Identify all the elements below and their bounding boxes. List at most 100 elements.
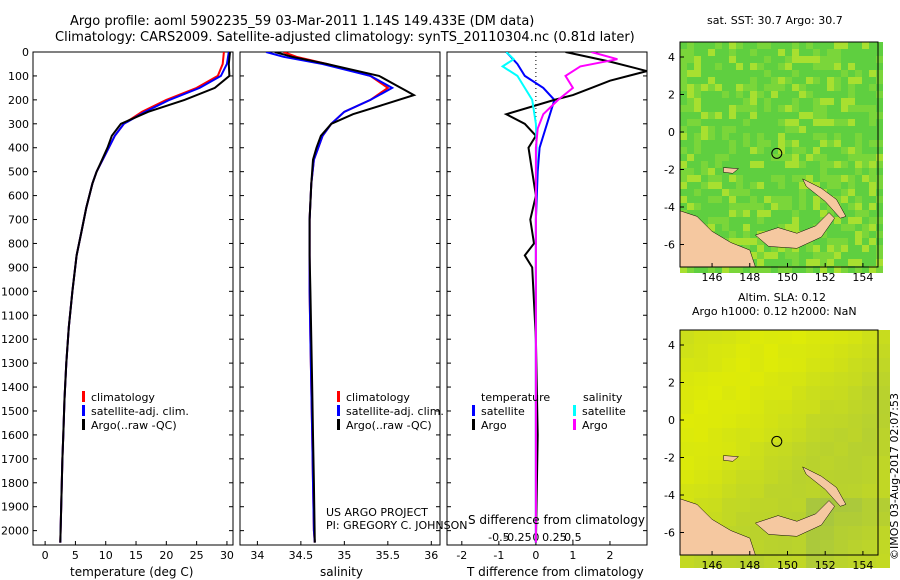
map-y-tick-label: 2 — [668, 377, 675, 390]
map-cell — [827, 154, 834, 161]
map-cell — [778, 372, 792, 386]
map-cell — [862, 112, 869, 119]
map-cell — [778, 554, 792, 568]
map-cell — [736, 498, 750, 512]
map-cell — [743, 203, 750, 210]
map-cell — [708, 456, 722, 470]
map-cell — [876, 238, 883, 245]
map-cell — [722, 56, 729, 63]
map-cell — [778, 540, 792, 554]
map-cell — [834, 161, 841, 168]
map-cell — [820, 344, 834, 358]
map-cell — [806, 358, 820, 372]
map-cell — [876, 175, 883, 182]
y-tick-label: 800 — [8, 237, 29, 250]
map-cell — [876, 512, 890, 526]
map-cell — [827, 259, 834, 266]
map-cell — [701, 63, 708, 70]
map-cell — [764, 245, 771, 252]
legend-label: satellite-adj. clim. — [91, 405, 189, 418]
map-cell — [848, 330, 862, 344]
legend-swatch-black — [337, 419, 340, 430]
map-cell — [708, 63, 715, 70]
map-cell — [806, 133, 813, 140]
map-cell — [820, 112, 827, 119]
map-cell — [750, 210, 757, 217]
map-cell — [694, 49, 701, 56]
land-manus — [723, 167, 740, 174]
map-cell — [841, 70, 848, 77]
map-cell — [778, 56, 785, 63]
map-cell — [813, 56, 820, 63]
map-cell — [729, 154, 736, 161]
map-x-tick-label: 152 — [815, 559, 836, 572]
map-cell — [771, 203, 778, 210]
map-cell — [799, 119, 806, 126]
map-cell — [757, 105, 764, 112]
map-cell — [841, 154, 848, 161]
map-cell — [729, 42, 736, 49]
map-cell — [799, 105, 806, 112]
map-cell — [848, 344, 862, 358]
map-cell — [715, 231, 722, 238]
map-cell — [785, 168, 792, 175]
map-cell — [834, 84, 841, 91]
map-cell — [869, 224, 876, 231]
map-cell — [876, 456, 890, 470]
map-cell — [680, 70, 687, 77]
map-cell — [848, 428, 862, 442]
map-cell — [862, 344, 876, 358]
x-tick-label: 30 — [220, 549, 234, 562]
map-cell — [687, 154, 694, 161]
map-cell — [764, 344, 778, 358]
map-cell — [792, 217, 799, 224]
map-cell — [750, 42, 757, 49]
map-cell — [680, 189, 687, 196]
map-cell — [771, 49, 778, 56]
map-cell — [757, 182, 764, 189]
map-cell — [820, 133, 827, 140]
map-cell — [848, 217, 855, 224]
map-cell — [792, 42, 799, 49]
map-cell — [715, 189, 722, 196]
map-cell — [680, 182, 687, 189]
map-cell — [869, 119, 876, 126]
map-cell — [715, 105, 722, 112]
map-cell — [736, 168, 743, 175]
map-cell — [757, 49, 764, 56]
map-cell — [764, 210, 771, 217]
map-cell — [792, 105, 799, 112]
map-cell — [862, 42, 869, 49]
map-cell — [792, 182, 799, 189]
map-cell — [876, 112, 883, 119]
map-cell — [799, 217, 806, 224]
map-cell — [778, 252, 785, 259]
map-cell — [792, 112, 799, 119]
map-cell — [778, 442, 792, 456]
y-tick-label: 500 — [8, 166, 29, 179]
map-cell — [729, 119, 736, 126]
map-cell — [694, 470, 708, 484]
map-cell — [680, 56, 687, 63]
map-cell — [862, 154, 869, 161]
map-cell — [813, 133, 820, 140]
legend-label: Argo(..raw -QC) — [346, 419, 432, 432]
x-tick-label: 0 — [42, 549, 49, 562]
map-cell — [792, 386, 806, 400]
y-tick-label: 600 — [8, 190, 29, 203]
map-cell — [680, 84, 687, 91]
map-cell — [687, 42, 694, 49]
map-cell — [715, 77, 722, 84]
map-cell — [736, 42, 743, 49]
map-cell — [771, 56, 778, 63]
map-cell — [694, 196, 701, 203]
figure-title-line2: Climatology: CARS2009. Satellite-adjuste… — [55, 30, 635, 45]
map-cell — [799, 98, 806, 105]
map-cell — [848, 526, 862, 540]
land-manus — [723, 455, 740, 462]
land-new-ireland — [802, 178, 847, 219]
map-cell — [708, 126, 715, 133]
map-cell — [876, 498, 890, 512]
map-cell — [757, 224, 764, 231]
y-tick-label: 1800 — [1, 477, 29, 490]
